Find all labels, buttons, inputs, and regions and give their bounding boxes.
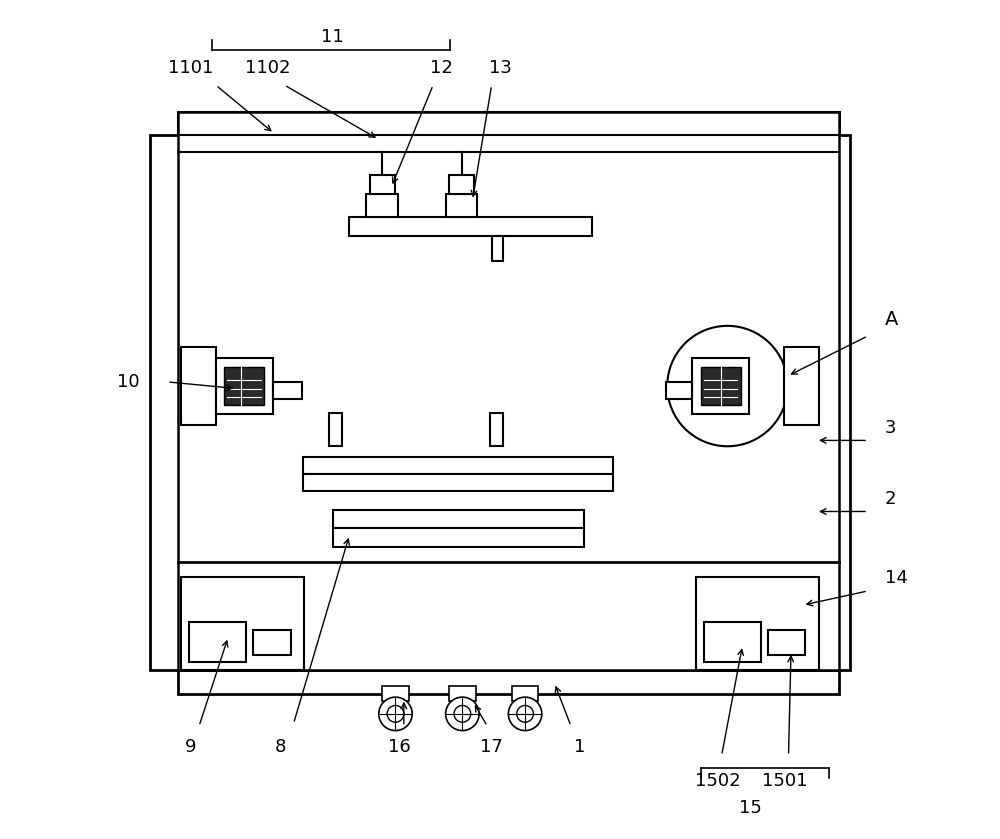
Bar [370,175,395,194]
Circle shape [667,326,788,446]
Bar [333,510,584,529]
Bar [768,630,805,655]
Circle shape [446,697,479,731]
Text: 10: 10 [117,373,140,391]
Text: A: A [885,310,898,329]
Bar [181,347,216,425]
Circle shape [508,697,542,731]
Bar [492,236,503,261]
Circle shape [387,706,404,722]
Bar [178,112,839,135]
Bar [382,686,409,701]
Text: 17: 17 [480,738,503,756]
Text: 1: 1 [574,738,585,756]
Bar [178,112,839,135]
Bar [178,670,839,694]
Text: 1502: 1502 [695,772,740,789]
Text: 15: 15 [739,800,762,817]
Bar [512,686,538,701]
Bar [801,135,850,670]
Text: 13: 13 [489,60,511,77]
Text: 11: 11 [321,28,344,45]
Bar [666,382,692,399]
Text: 12: 12 [430,60,453,77]
Circle shape [379,697,412,731]
Bar [273,382,302,399]
Bar [349,217,592,236]
Bar [303,457,613,474]
Bar [446,194,477,217]
Bar [490,413,503,446]
Text: 1102: 1102 [245,60,290,77]
Bar [701,367,741,405]
Text: 3: 3 [885,419,896,437]
Bar [333,529,584,546]
Bar [150,135,199,670]
Bar [449,686,476,701]
Bar [329,413,342,446]
Bar [303,474,613,491]
Text: 2: 2 [885,490,896,508]
Text: 8: 8 [275,738,287,756]
Text: 14: 14 [885,570,908,587]
Bar [178,112,839,670]
Bar [366,194,398,217]
Bar [692,358,749,414]
Bar [181,576,304,670]
Text: 9: 9 [185,738,196,756]
Circle shape [517,706,533,722]
Bar [696,576,819,670]
Bar [216,358,273,414]
Text: 16: 16 [388,738,411,756]
Bar [224,367,264,405]
Bar [189,622,246,662]
Bar [449,175,474,194]
Bar [784,347,819,425]
Text: 1501: 1501 [762,772,807,789]
Circle shape [454,706,471,722]
Bar [704,622,761,662]
Text: 1101: 1101 [168,60,213,77]
Bar [253,630,291,655]
